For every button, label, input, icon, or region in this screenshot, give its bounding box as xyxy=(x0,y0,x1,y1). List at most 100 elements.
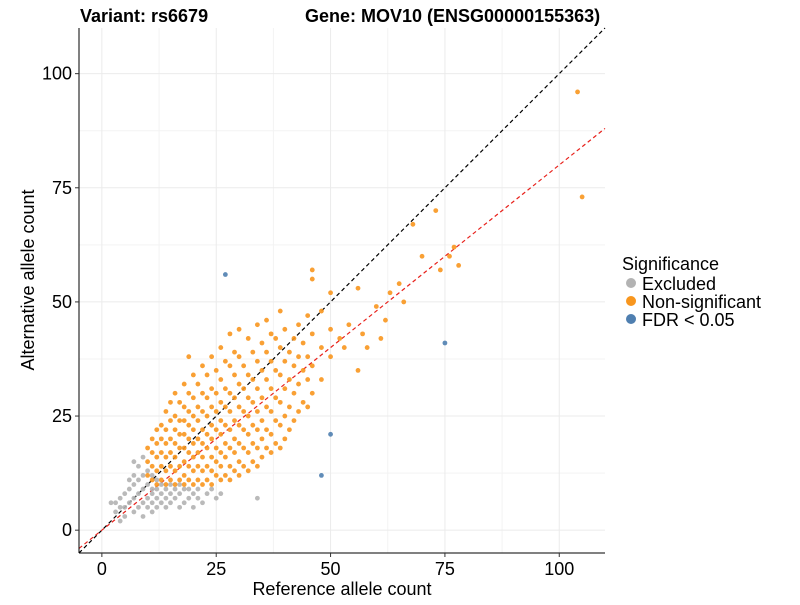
point-excluded xyxy=(254,495,260,501)
point-non-significant xyxy=(209,422,215,428)
point-non-significant xyxy=(204,477,210,483)
point-non-significant xyxy=(149,463,155,469)
point-excluded xyxy=(113,509,118,515)
point-non-significant xyxy=(264,377,269,382)
point-non-significant xyxy=(222,422,228,428)
point-non-significant xyxy=(154,468,160,474)
point-non-significant xyxy=(154,482,160,487)
point-non-significant xyxy=(218,450,224,455)
point-non-significant xyxy=(218,418,224,424)
point-non-significant xyxy=(259,454,265,460)
point-fdr-0-05 xyxy=(442,340,448,346)
x-tick-label: 100 xyxy=(544,559,574,579)
point-non-significant xyxy=(319,345,324,350)
point-non-significant xyxy=(433,208,439,214)
point-excluded xyxy=(177,482,183,487)
point-excluded xyxy=(200,500,205,506)
point-non-significant xyxy=(241,445,247,451)
point-non-significant xyxy=(305,377,311,382)
point-non-significant xyxy=(387,290,393,296)
x-tick-label: 0 xyxy=(97,559,107,579)
point-excluded xyxy=(136,477,141,483)
point-non-significant xyxy=(190,482,196,487)
point-excluded xyxy=(113,500,118,506)
point-non-significant xyxy=(163,454,169,460)
point-non-significant xyxy=(273,395,279,401)
point-non-significant xyxy=(396,281,402,287)
point-non-significant xyxy=(209,468,215,474)
point-non-significant xyxy=(346,322,352,328)
point-non-significant xyxy=(254,358,260,364)
point-non-significant xyxy=(241,363,247,369)
point-non-significant xyxy=(177,431,183,437)
point-non-significant xyxy=(401,299,407,305)
point-excluded xyxy=(154,486,160,492)
point-non-significant xyxy=(250,422,256,428)
point-excluded xyxy=(172,495,178,501)
point-non-significant xyxy=(177,463,183,469)
point-non-significant xyxy=(154,441,160,446)
point-non-significant xyxy=(300,367,306,373)
point-non-significant xyxy=(383,317,388,323)
point-non-significant xyxy=(232,468,237,474)
point-non-significant xyxy=(172,390,178,396)
point-non-significant xyxy=(236,422,242,428)
point-non-significant xyxy=(200,441,205,446)
point-non-significant xyxy=(259,340,265,346)
point-non-significant xyxy=(163,409,169,414)
point-non-significant xyxy=(158,477,164,483)
point-non-significant xyxy=(268,450,274,455)
point-excluded xyxy=(163,504,169,510)
point-non-significant xyxy=(305,404,311,410)
point-non-significant xyxy=(232,349,237,355)
point-non-significant xyxy=(245,336,251,341)
point-non-significant xyxy=(190,468,196,474)
point-non-significant xyxy=(181,404,187,410)
point-non-significant xyxy=(341,345,347,350)
point-non-significant xyxy=(328,290,333,296)
point-non-significant xyxy=(218,431,224,437)
point-non-significant xyxy=(222,386,228,392)
point-non-significant xyxy=(204,463,210,469)
point-non-significant xyxy=(291,336,297,341)
point-excluded xyxy=(168,491,173,497)
point-excluded xyxy=(163,495,169,501)
point-excluded xyxy=(140,514,146,519)
point-excluded xyxy=(140,472,146,478)
point-excluded xyxy=(136,491,141,497)
point-non-significant xyxy=(264,427,269,433)
point-non-significant xyxy=(309,276,315,282)
point-non-significant xyxy=(273,441,279,446)
point-fdr-0-05 xyxy=(222,272,228,277)
point-non-significant xyxy=(282,386,288,392)
point-non-significant xyxy=(264,445,269,451)
point-non-significant xyxy=(186,409,192,414)
point-non-significant xyxy=(309,390,315,396)
point-non-significant xyxy=(209,386,215,392)
point-non-significant xyxy=(222,472,228,478)
point-excluded xyxy=(195,486,201,492)
axes: 0 25 50 75 100 0 25 50 75 100 xyxy=(42,28,605,579)
point-non-significant xyxy=(149,450,155,455)
point-non-significant xyxy=(579,194,585,200)
point-non-significant xyxy=(259,418,265,424)
point-non-significant xyxy=(186,477,192,483)
point-excluded xyxy=(204,491,210,497)
point-excluded xyxy=(181,500,187,506)
point-excluded xyxy=(154,495,160,501)
point-non-significant xyxy=(213,409,219,414)
point-non-significant xyxy=(232,372,237,378)
point-non-significant xyxy=(145,459,151,465)
point-non-significant xyxy=(186,354,192,360)
point-excluded xyxy=(131,495,137,501)
point-non-significant xyxy=(222,441,228,446)
point-non-significant xyxy=(245,395,251,401)
point-non-significant xyxy=(254,445,260,451)
point-non-significant xyxy=(190,454,196,460)
point-non-significant xyxy=(158,450,164,455)
point-non-significant xyxy=(236,441,242,446)
point-non-significant xyxy=(264,317,269,323)
point-non-significant xyxy=(190,372,196,378)
point-non-significant xyxy=(282,358,288,364)
